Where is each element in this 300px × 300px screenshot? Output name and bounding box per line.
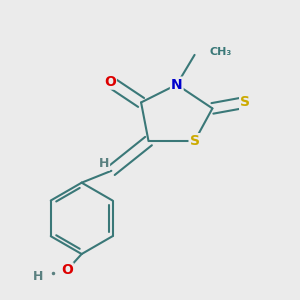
Text: O: O <box>104 75 116 88</box>
Text: O: O <box>61 263 73 278</box>
Text: H: H <box>99 157 109 170</box>
Text: N: N <box>171 78 183 92</box>
Text: S: S <box>240 95 250 110</box>
Text: H: H <box>33 270 44 283</box>
Text: CH₃: CH₃ <box>209 47 232 57</box>
Text: S: S <box>190 134 200 148</box>
